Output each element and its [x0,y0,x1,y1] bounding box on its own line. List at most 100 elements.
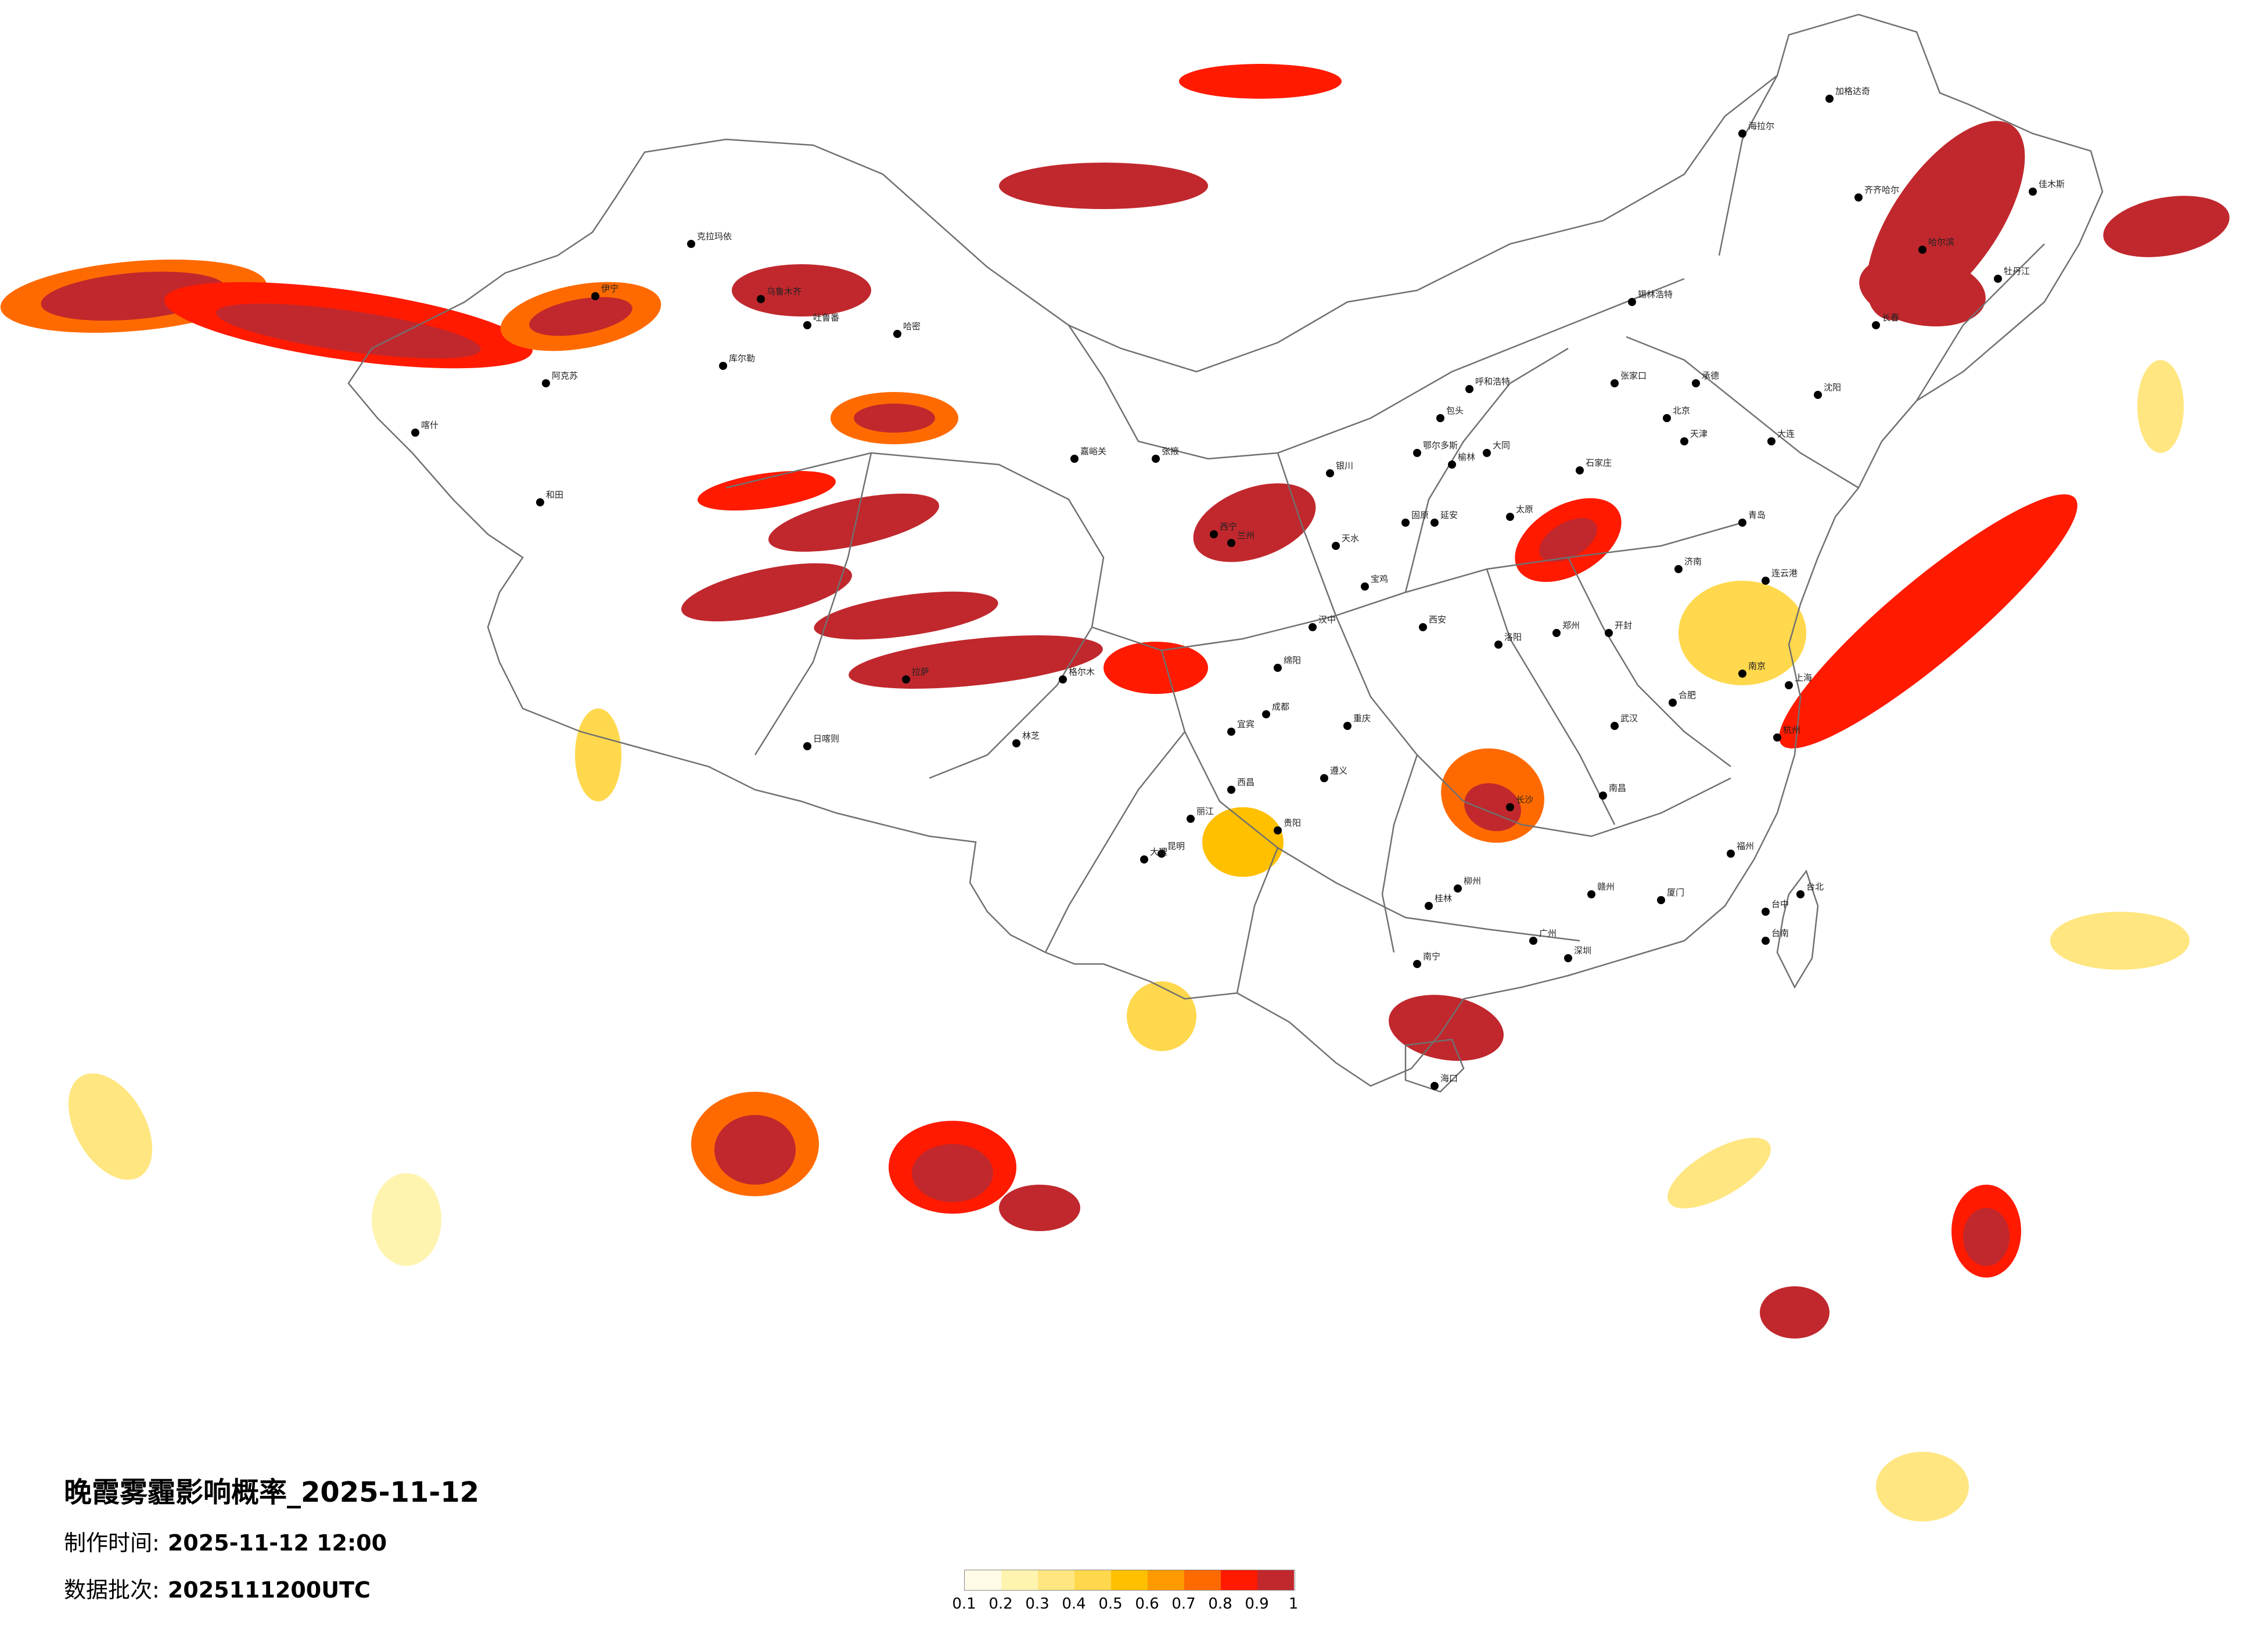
city-dot [1320,774,1328,782]
city-marker: 北京 [1663,405,1690,422]
internal-border [1718,75,1778,256]
city-marker: 深圳 [1564,945,1591,962]
city-label: 赣州 [1597,882,1615,892]
legend-colorbar [964,1570,1295,1591]
legend-tick-label: 0.4 [1062,1595,1086,1613]
city-marker: 格尔木 [1059,667,1095,684]
city-label: 库尔勒 [729,353,755,364]
city-marker: 锡林浩特 [1628,289,1673,306]
haze-region [1760,1286,1830,1339]
city-marker: 大理 [1140,847,1167,864]
city-label: 张掖 [1162,446,1179,456]
city-dot [1854,193,1863,202]
production-time-value: 2025-11-12 12:00 [167,1530,387,1556]
city-label: 开封 [1615,620,1632,631]
city-label: 银川 [1336,461,1353,471]
haze-region [1389,995,1504,1061]
city-dot [1158,850,1166,858]
city-marker: 阿克苏 [542,370,578,387]
haze-region [2137,360,2184,453]
city-dot [1227,539,1235,547]
batch-line: 数据批次: 2025111200UTC [64,1572,479,1604]
city-dot [1140,855,1148,864]
city-marker: 拉萨 [902,667,929,684]
city-marker: 天水 [1332,533,1359,550]
city-dot [1436,414,1444,422]
city-label: 遵义 [1330,765,1347,776]
city-marker: 张家口 [1611,370,1647,387]
internal-border [1160,650,1580,942]
city-marker: 伊宁 [591,283,619,300]
city-label: 兰州 [1237,530,1255,541]
legend-tick-label: 1 [1288,1595,1299,1613]
city-dot [1674,565,1683,573]
city-label: 台北 [1806,882,1824,892]
legend-tick-label: 0.9 [1245,1595,1269,1613]
haze-region [1779,494,2077,749]
city-label: 牡丹江 [2004,266,2030,276]
haze-region [1179,64,1342,99]
city-dot [1483,449,1491,457]
city-marker: 固原 [1401,510,1429,527]
city-marker: 开封 [1605,620,1632,637]
legend-ticks: 0.1 0.2 0.3 0.4 0.5 0.6 0.7 0.8 0.9 1 [952,1591,1298,1614]
legend-swatch [1074,1570,1111,1590]
city-dot [1994,275,2002,283]
city-dot [1738,129,1746,138]
city-marker: 宜宾 [1227,719,1255,736]
legend-swatch [1111,1570,1148,1590]
city-dot [1663,414,1671,422]
city-dot [1332,542,1340,550]
haze-region [849,635,1103,689]
city-label: 克拉玛依 [697,231,732,242]
city-dot [1361,582,1369,591]
legend-tick-label: 0.6 [1135,1595,1159,1613]
haze-region [768,493,939,552]
city-label: 重庆 [1353,713,1371,724]
haze-region [732,264,871,316]
city-marker: 鄂尔多斯 [1413,440,1458,457]
city-label: 丽江 [1196,806,1214,816]
city-dot [1762,937,1770,945]
city-dot [1738,519,1746,527]
city-label: 西安 [1429,614,1446,625]
city-label: 锡林浩特 [1638,289,1673,300]
city-label: 绵阳 [1284,655,1301,665]
city-label: 广州 [1539,928,1557,938]
city-label: 呼和浩特 [1475,376,1510,387]
city-dot [1210,530,1218,538]
city-dot [1152,455,1160,463]
city-label: 阿克苏 [552,370,578,381]
haze-region [1127,981,1196,1051]
city-label: 杭州 [1783,725,1800,735]
internal-border [1236,847,1279,994]
city-dot [1448,461,1456,469]
city-dot [1657,896,1665,904]
city-marker: 西昌 [1227,777,1255,794]
city-marker: 青岛 [1738,510,1766,527]
city-label: 桂林 [1435,893,1452,904]
internal-border [1044,731,1185,953]
city-label: 乌鲁木齐 [767,286,801,297]
haze-region [1104,642,1208,694]
city-marker: 佳木斯 [2029,179,2065,196]
city-marker: 广州 [1529,928,1557,945]
city-dot [1506,803,1514,811]
city-label: 西宁 [1220,521,1237,532]
city-label: 武汉 [1620,713,1638,724]
city-dot [1425,902,1433,910]
city-marker: 南昌 [1599,783,1626,800]
city-label: 海拉尔 [1748,121,1774,131]
city-label: 加格达奇 [1835,86,1870,96]
internal-border [1277,452,1337,616]
city-dot [1727,850,1735,858]
city-marker: 绵阳 [1274,655,1301,672]
city-label: 台南 [1771,928,1789,938]
city-marker: 重庆 [1343,713,1371,730]
city-dot [1430,519,1439,527]
city-label: 齐齐哈尔 [1864,185,1899,195]
city-dot [687,240,695,248]
city-dot [1454,884,1462,893]
city-marker: 杭州 [1773,725,1800,742]
city-label: 天津 [1690,429,1708,439]
